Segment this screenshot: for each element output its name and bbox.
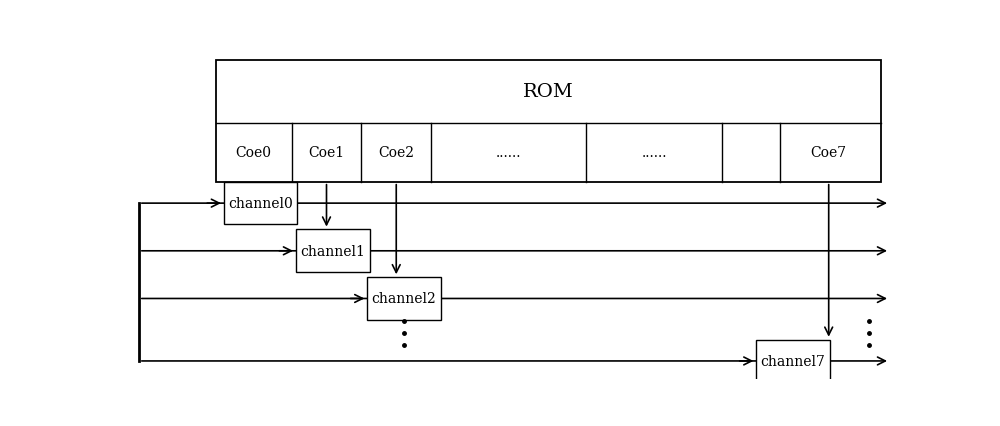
Text: channel1: channel1 <box>300 244 365 258</box>
Bar <box>224 182 297 225</box>
Text: channel7: channel7 <box>761 354 825 368</box>
Text: Coe1: Coe1 <box>308 146 345 160</box>
Bar <box>296 230 370 273</box>
Text: channel2: channel2 <box>372 292 436 306</box>
Text: Coe0: Coe0 <box>236 146 272 160</box>
Bar <box>756 340 830 383</box>
Text: ......: ...... <box>642 146 667 160</box>
Text: Coe7: Coe7 <box>811 146 847 160</box>
Text: channel0: channel0 <box>228 197 293 210</box>
Text: Coe2: Coe2 <box>378 146 414 160</box>
Bar <box>367 277 441 320</box>
Text: ROM: ROM <box>523 83 574 101</box>
Bar <box>216 61 881 182</box>
Text: ......: ...... <box>496 146 521 160</box>
